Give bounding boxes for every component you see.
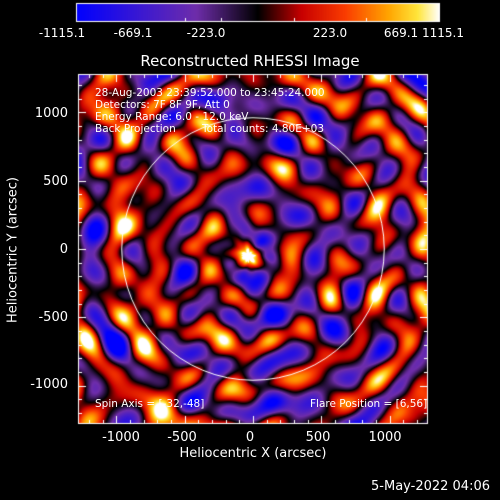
detectors-annotation: Detectors: 7F 8F 9F, Att 0 bbox=[95, 99, 230, 111]
plot-date-stamp: 5-May-2022 04:06 bbox=[371, 479, 490, 494]
y-tick-label: 500 bbox=[43, 174, 68, 189]
colorbar-tick: -1115.1 bbox=[38, 26, 86, 40]
spin-axis-annotation: Spin Axis = [-32,-48] bbox=[95, 398, 205, 410]
x-axis-label: Heliocentric X (arcsec) bbox=[179, 446, 327, 461]
x-tick-label: 1000 bbox=[368, 430, 402, 445]
y-tick-label: 0 bbox=[59, 242, 68, 257]
energy-range-annotation: Energy Range: 6.0 - 12.0 keV bbox=[95, 111, 249, 123]
colorbar-tick: -223.0 bbox=[186, 26, 226, 40]
colorbar-tick: -669.1 bbox=[113, 26, 153, 40]
colorbar-tick: 1115.1 bbox=[422, 26, 464, 40]
x-tick-label: -1000 bbox=[102, 430, 140, 445]
colorbar-tick: 669.1 bbox=[383, 26, 419, 40]
x-tick-label: 500 bbox=[305, 430, 331, 445]
total-counts-annotation: Total counts: 4.80E+03 bbox=[202, 123, 325, 135]
time-range-annotation: 28-Aug-2003 23:39:52.000 to 23:45:24.000 bbox=[95, 87, 325, 99]
y-tick-label: 1000 bbox=[34, 106, 68, 121]
flare-position-annotation: Flare Position = [6,56] bbox=[310, 398, 428, 410]
y-tick-label: -500 bbox=[38, 310, 68, 325]
x-tick-label: -500 bbox=[167, 430, 197, 445]
x-tick-label: 0 bbox=[245, 430, 255, 445]
algorithm-annotation: Back Projection bbox=[95, 123, 176, 135]
plot-title: Reconstructed RHESSI Image bbox=[140, 52, 360, 70]
colorbar-tick: 223.0 bbox=[312, 26, 348, 40]
y-tick-label: -1000 bbox=[30, 377, 68, 392]
y-axis-label: Heliocentric Y (arcsec) bbox=[5, 177, 21, 323]
